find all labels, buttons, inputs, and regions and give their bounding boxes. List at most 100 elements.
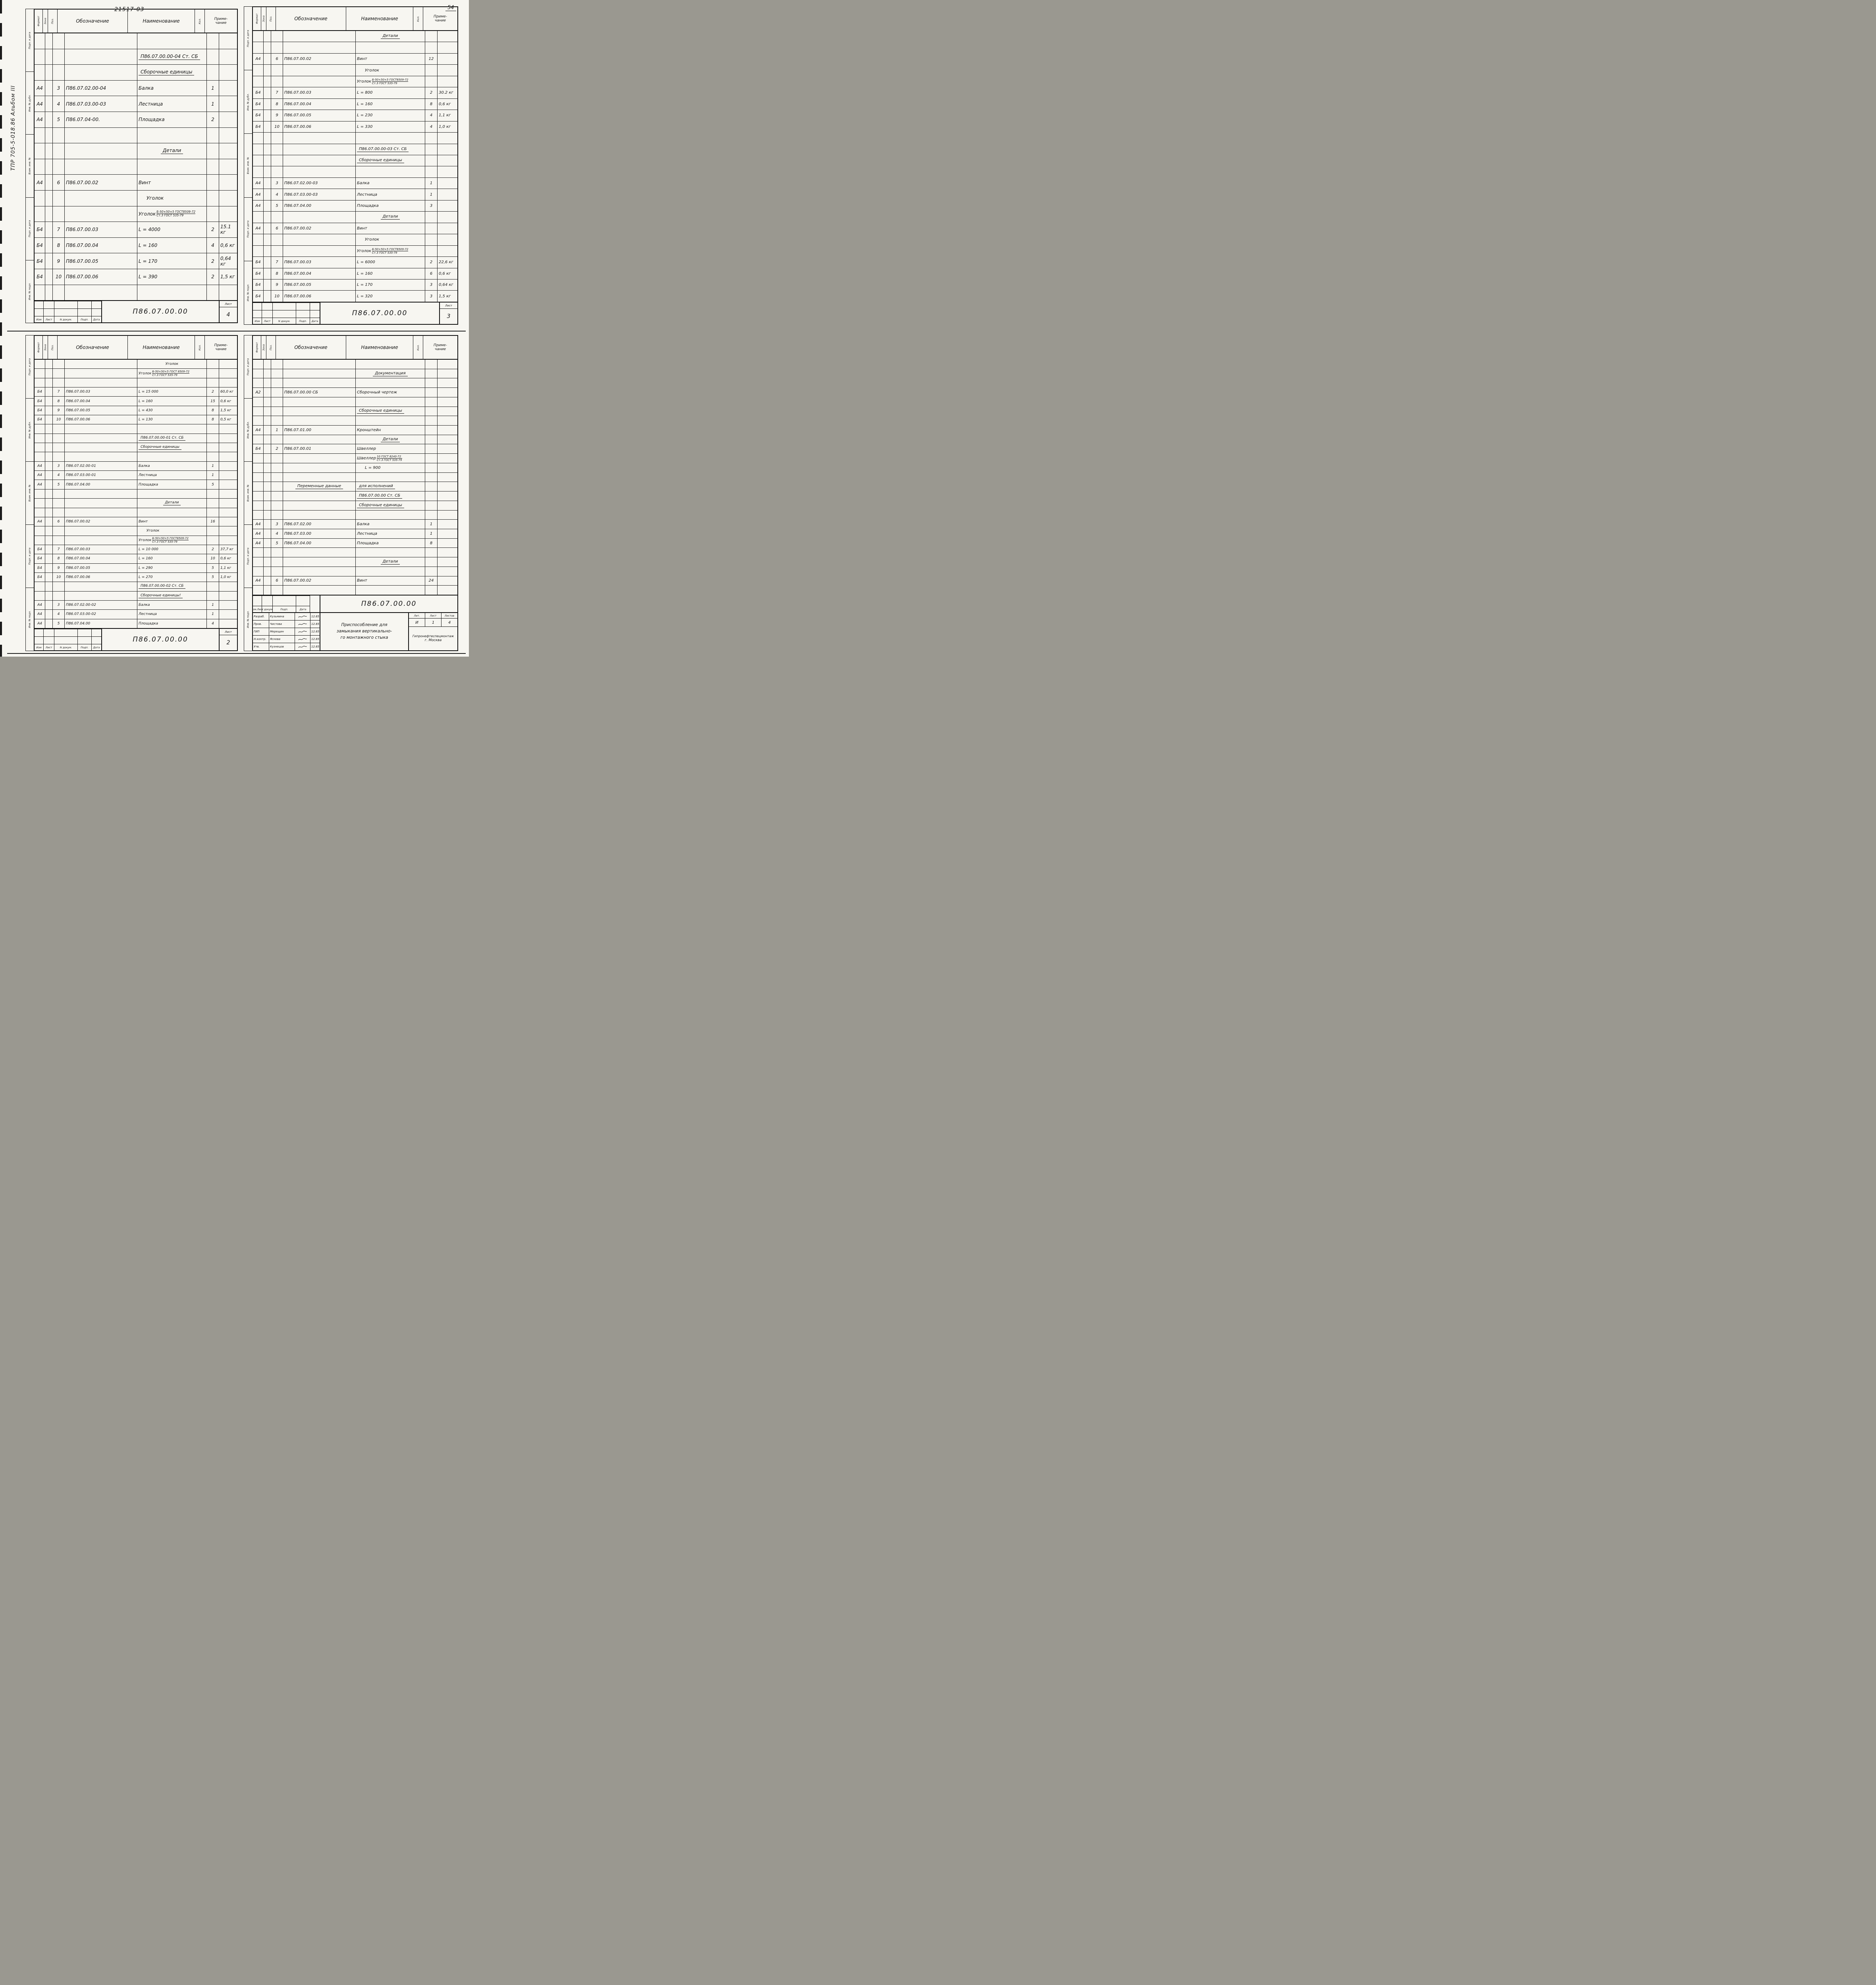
cell-z [45,480,53,489]
cell-d: П86.07.00.06 [65,269,137,285]
cell-d: П86.07.00.00 СБ [283,388,356,397]
stamp-cell: Подп. и дата [26,198,34,260]
column-header-label: Наименование [143,345,180,350]
lit-header-cell: Лит. [409,613,425,618]
material-fraction: Б-50×50×5 ГОСТ8509-72 Ст.3 ГОСТ 535-79 [372,248,409,254]
position-value: 9 [276,113,278,118]
column-header-label: Кол. [416,344,420,351]
cell-d: П86.07.00.03 [65,387,137,397]
cell-n: П86.07.00.00-03 Ст. СБ [356,144,425,155]
cell-d [65,536,137,545]
stamp-label: Подп. и дата [247,220,250,238]
sheet-number: 4 [220,307,237,322]
revision-cell: Подп. [273,606,296,612]
cell-n: Уголок Б-50×50×5 ГОСТ8509-72 Ст.3 ГОСТ 535… [137,206,207,222]
cell-f [253,407,264,416]
cell-n: Уголок [137,360,207,369]
cell-d: П86.07.00.05 [283,110,356,121]
stamp-label: Подп. и дата [247,30,250,47]
revision-cell [262,596,273,606]
cell-p: 5 [53,619,65,628]
quantity-value: 24 [428,578,434,583]
cell-z [45,253,53,269]
cell-f: А4 [35,600,45,610]
cell-f [35,190,45,206]
table-row: Детали [253,212,457,223]
cell-n: Площадка [356,538,425,548]
cell-n: Балка [137,80,207,96]
cell-n [356,472,425,482]
table-row: А4 6 П86.07.00.02 Винт [253,223,457,235]
cell-f: А4 [35,80,45,96]
cell-c [207,369,219,378]
sheet-list-3: Подп. и дата Инв. № дубл. Взам. инв. № Подп… [244,6,458,325]
name-value: Винт [357,226,367,231]
cell-p: 9 [271,110,283,121]
sheet-label: Лист [440,303,457,309]
cell-p [271,586,283,595]
cell-f: Б4 [253,444,264,454]
cell-r [438,54,457,64]
designation-value: П86.07.00.05 [66,566,91,570]
cell-p [53,33,65,49]
cell-c: 1 [207,461,219,471]
table-row: А4 5 П86.07.04.00 Площадка 5 [35,480,237,490]
position-value: 4 [57,101,60,107]
cell-c [207,526,219,536]
column-header: Обозначение [276,7,346,30]
cell-d: П86.07.00.06 [65,415,137,424]
cell-p [271,166,283,177]
cell-c: 5 [207,563,219,572]
lit-value: 1 [425,619,442,626]
signature-date: 12.85 [311,638,320,641]
revision-cell [273,596,296,606]
note-value: 37,7 кг [220,547,234,552]
material-gost-top: Б-50×50×5 ГОСТ8509-72 [152,537,189,541]
cell-n [356,133,425,144]
cell-n: Сборочный чертеж [356,388,425,397]
cell-r [438,576,457,586]
cell-f: А4 [253,426,264,435]
cell-c [425,586,438,595]
cell-z [264,586,271,595]
position-value: 3 [276,522,278,527]
revision-cell [35,629,44,636]
cell-d [283,416,356,426]
cell-z [45,397,53,406]
cell-n: Винт [356,53,425,65]
quantity-value: 6 [430,271,433,276]
signature-row: ГИП Мерещин 12.85 [253,628,320,636]
cell-d: П86.07.00.05 [65,253,137,269]
format-value: А4 [255,226,261,231]
cell-p: 3 [271,520,283,529]
cell-d: П86.07.02.00-04 [65,80,137,96]
cell-f: А4 [253,529,264,538]
position-value: 7 [57,227,60,233]
cell-p: 7 [53,222,65,237]
name-value: Балка [139,85,154,91]
cell-n [137,127,207,143]
stamp-label: Взам. инв. № [247,157,250,174]
cell-f: А4 [253,53,264,65]
revision-cell: N докум. [273,318,296,324]
cell-z [45,452,53,461]
format-value: А4 [255,522,261,527]
designation-value: П86.07.00.03 [284,260,311,265]
table-row [35,33,237,49]
cell-n [356,567,425,576]
cell-p: 6 [53,517,65,526]
cell-n: L = 430 [137,406,207,415]
cell-p [53,159,65,175]
column-header: Поз. [48,10,58,33]
cell-f [253,416,264,426]
cell-r: 0,6 кг [219,397,237,405]
revision-cell [273,310,296,318]
cell-n: Площадка [137,112,207,127]
cell-d: П86.07.00.04 [283,268,356,279]
cell-f: Б4 [253,87,264,98]
cell-f [35,49,45,65]
cell-p [271,155,283,166]
position-value: 10 [56,418,61,422]
cell-p [271,245,283,257]
